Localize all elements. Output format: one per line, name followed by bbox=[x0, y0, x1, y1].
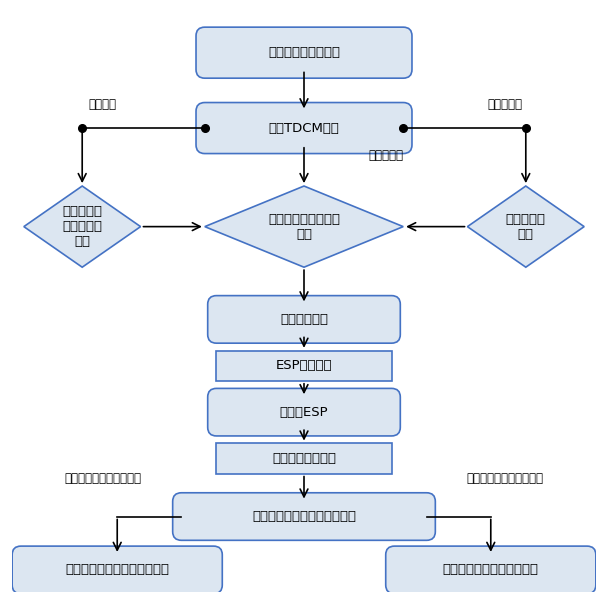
FancyBboxPatch shape bbox=[208, 388, 400, 436]
FancyBboxPatch shape bbox=[208, 295, 400, 343]
Text: 构建TDCM模型: 构建TDCM模型 bbox=[269, 121, 339, 135]
Text: 大于变压器直流偏磁阈值: 大于变压器直流偏磁阈值 bbox=[467, 472, 544, 486]
Text: 小于变压器直流偏磁阈值: 小于变压器直流偏磁阈值 bbox=[64, 472, 141, 486]
Text: 可以落点或不必采取治理措施: 可以落点或不必采取治理措施 bbox=[65, 564, 169, 576]
Polygon shape bbox=[24, 186, 140, 267]
Text: ESP计算软件: ESP计算软件 bbox=[275, 359, 333, 372]
Text: 流过变压器中性点直流电流量: 流过变压器中性点直流电流量 bbox=[252, 510, 356, 523]
FancyBboxPatch shape bbox=[196, 103, 412, 153]
FancyBboxPatch shape bbox=[385, 546, 596, 594]
Text: 经典镜像法: 经典镜像法 bbox=[488, 98, 523, 111]
FancyBboxPatch shape bbox=[173, 493, 435, 541]
FancyBboxPatch shape bbox=[196, 27, 412, 78]
Text: 收敛性好、物理意义
明确: 收敛性好、物理意义 明确 bbox=[268, 213, 340, 240]
Text: 模拟镜像法: 模拟镜像法 bbox=[368, 149, 403, 162]
Bar bbox=[216, 443, 392, 474]
Text: 收敛性差、
物理意义不
明确: 收敛性差、 物理意义不 明确 bbox=[62, 205, 102, 248]
Polygon shape bbox=[468, 186, 584, 267]
Bar bbox=[216, 351, 392, 381]
Text: 目标网络电阻矩阵: 目标网络电阻矩阵 bbox=[272, 452, 336, 465]
Text: 不具备求解
能力: 不具备求解 能力 bbox=[506, 213, 546, 240]
Text: 变电站ESP: 变电站ESP bbox=[280, 406, 328, 419]
Text: 点源格林函数: 点源格林函数 bbox=[280, 313, 328, 326]
FancyBboxPatch shape bbox=[12, 546, 223, 594]
Polygon shape bbox=[205, 186, 403, 267]
Text: 复镜像法: 复镜像法 bbox=[89, 98, 117, 111]
Text: 选取新站点或确定治理方案: 选取新站点或确定治理方案 bbox=[443, 564, 539, 576]
Text: 接地极区域土壤结构: 接地极区域土壤结构 bbox=[268, 46, 340, 59]
